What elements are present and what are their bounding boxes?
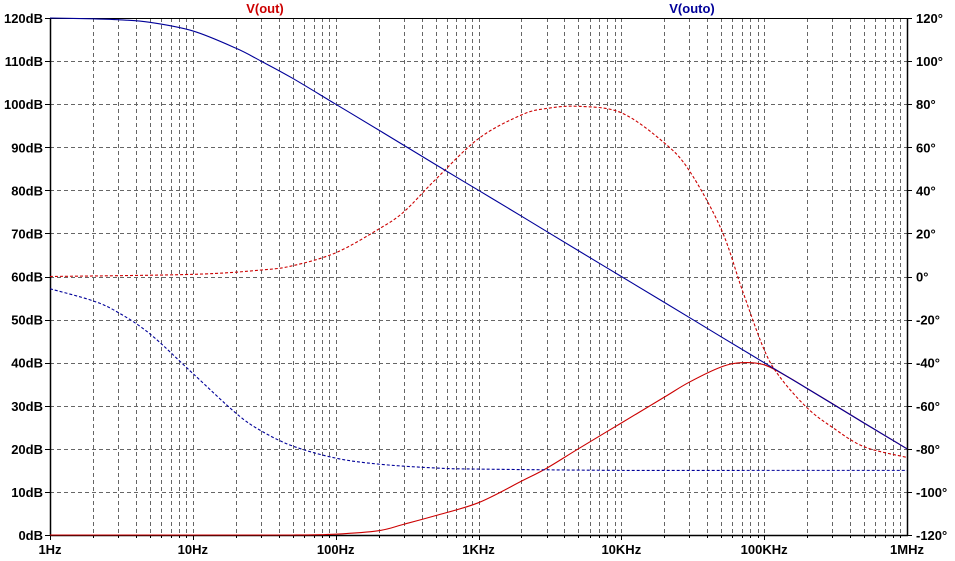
v-outo-phase-curve (49, 288, 907, 472)
legend-v-out: V(out) (246, 1, 284, 16)
y-left-tick-label: 60dB (11, 270, 43, 285)
legend-v-outo: V(outo) (669, 1, 714, 16)
y-right-tick-label: 80° (916, 97, 936, 112)
y-left-tick-label: 90dB (11, 140, 43, 155)
y-left-tick-label: 30dB (11, 399, 43, 414)
tick-marks (45, 18, 912, 540)
y-left-tick-label: 110dB (5, 54, 43, 69)
y-right-tick-label: 120° (916, 11, 943, 26)
y-right-tick-label: -40° (916, 356, 940, 371)
y-left-tick-label: 100dB (4, 97, 43, 112)
y-right-tick-label: 20° (916, 226, 936, 241)
y-right-tick-label: 40° (916, 183, 936, 198)
y-right-tick-label: -120° (916, 528, 947, 543)
y-left-tick-label: 50dB (11, 313, 43, 328)
y-left-tick-label: 40dB (11, 356, 43, 371)
y-right-tick-label: 0° (916, 270, 928, 285)
y-right-tick-label: -100° (916, 485, 947, 500)
y-left-tick-label: 0dB (18, 528, 43, 543)
x-tick-label: 10KHz (601, 542, 641, 557)
y-right-tick-label: 100° (916, 54, 943, 69)
x-tick-label: 1MHz (890, 542, 924, 557)
y-right-tick-label: -60° (916, 399, 940, 414)
y-left-tick-label: 120dB (4, 11, 43, 26)
x-tick-label: 100KHz (741, 542, 788, 557)
curves (49, 17, 908, 536)
x-tick-label: 1KHz (462, 542, 495, 557)
y-right-tick-label: 60° (916, 140, 936, 155)
v-out-magnitude-curve (50, 361, 908, 536)
tick-labels: 1Hz 10Hz 100Hz 1KHz 10KHz 100KHz 1MHz 0dB 10dB 20… (4, 11, 947, 557)
y-left-tick-label: 70dB (11, 226, 43, 241)
x-tick-label: 10Hz (178, 542, 209, 557)
v-outo-magnitude-curve (49, 17, 908, 450)
v-out-phase-curve (49, 105, 908, 458)
grid (50, 18, 907, 535)
y-right-tick-label: -80° (916, 442, 940, 457)
y-left-tick-label: 10dB (11, 485, 43, 500)
y-right-tick-label: -20° (916, 313, 940, 328)
x-tick-label: 1Hz (38, 542, 62, 557)
x-tick-label: 100Hz (317, 542, 355, 557)
y-left-tick-label: 80dB (11, 183, 43, 198)
y-left-tick-label: 20dB (11, 442, 43, 457)
